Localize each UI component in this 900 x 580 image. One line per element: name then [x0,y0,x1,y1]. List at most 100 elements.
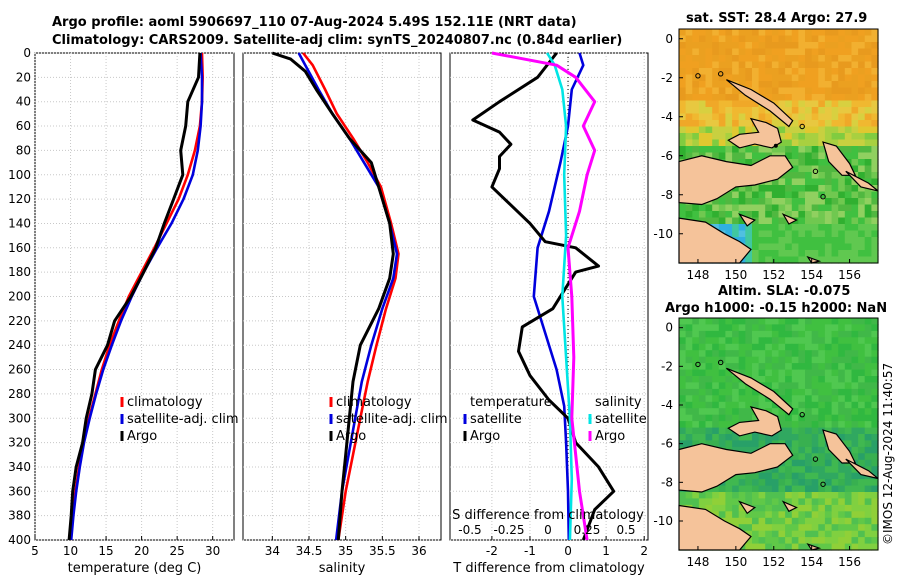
sla_map-cell [818,350,826,358]
diff-salinity-legend-entry: Argo [595,429,625,444]
sla_map-cell [785,511,793,519]
sst_map-cell [844,217,852,225]
sst_map-cell [851,120,859,128]
temperature-legend-entry: satellite-adj. clim [127,412,239,427]
sla_map-cell [785,459,793,467]
sst_map-cell [745,152,753,160]
sla_map-cell [771,492,780,499]
sla_map-cell [725,427,733,435]
sla_map-cell [785,324,793,332]
sst_map-cell [851,191,859,199]
sla_map-cell [838,485,846,493]
sst_map-cell [791,100,799,108]
sst_map-cell [798,120,806,128]
sla_map-cell [752,356,760,364]
sla_map-cell [698,330,707,338]
sla_map-frame [678,317,879,551]
sst_map-cell [712,113,720,121]
sla_map-cell [692,376,700,383]
sst_map-cell [818,237,826,245]
sla_map-cell [798,524,806,532]
sst_map-cell [831,133,839,141]
sla_map-cell [718,401,726,409]
sla_map-cell [811,414,819,422]
sla_map-cell [785,543,793,551]
sla_map-cell [745,530,753,538]
sst_map-cell [805,211,813,219]
sst_map-ytick-label: -8 [661,188,673,202]
sla_map-cell [752,498,760,506]
sla_map-cell [758,337,766,345]
sst_map-cell [725,100,733,108]
sst_map-cell [798,172,806,180]
sst_map-land [738,213,757,227]
sla_map-cell [871,414,879,422]
sst_map-cell [791,230,799,238]
sst_map-cell [811,224,819,232]
sla_map-cell [811,401,819,409]
sst_map-cell [771,146,780,154]
sla_map-cell [798,369,806,377]
sla_map-cell [844,343,852,351]
sst_map-cell [738,48,746,56]
sla_map-cell [778,414,786,422]
sla_map-cell [831,524,839,532]
sla_map-cell [765,472,773,480]
sla_map-cell [685,388,693,396]
sla_map-cell [758,376,766,383]
sst_map-cell [851,87,859,95]
sla_map-cell [718,363,726,371]
sla_map-cell [771,408,780,416]
sst_map-cell [771,113,780,121]
salinity-xtick-label: 34.5 [296,544,323,558]
sst_map-cell [864,256,872,264]
sla_map-cell [758,434,766,441]
sst_map-cell [698,133,707,141]
sla_map-cell [738,401,746,409]
differences-xtick-label: 1 [602,544,610,558]
sst_map-cell [692,48,700,56]
sst_map-cell [798,94,806,102]
sla_map-cell [811,492,819,499]
sst_map-cell [785,250,793,258]
sst_map-cell [692,35,700,43]
sla_map-cell [705,356,713,364]
sla_map-cell [785,492,793,499]
sla_map-cell [871,401,879,409]
sst_map-cell [705,139,713,147]
sst_map-cell [864,48,872,56]
sla_map-xtick-label: 148 [686,555,709,569]
sla_map-cell [791,369,799,377]
sla_map-cell [745,472,753,480]
sla_map-cell [725,517,733,525]
sst_map-cell [791,120,799,128]
sst_map-islet [799,123,805,130]
sst_map-cell [771,35,780,43]
sst_map-cell [838,61,846,69]
sla_map-cell [805,453,813,461]
sla_map-cell [712,427,720,435]
sla_map-cell [778,356,786,364]
sla_map-cell [712,337,720,345]
sst_map-cell [824,204,833,212]
sla_map-cell [778,330,786,338]
sla_map-cell [831,466,839,474]
sst_map-cell [864,35,872,43]
sst_map-cell [838,256,846,264]
sla_map-cell [705,382,713,390]
sla_map-cell [844,485,852,493]
sst_map-cell [844,35,852,43]
sla_map-cell [824,324,833,332]
sst_map-cell [811,146,819,154]
sla_map-cell [811,376,819,383]
sst_map-cell [752,100,760,108]
sst_map-cell [818,224,826,232]
sla_map-cell [698,324,707,332]
sla_map-cell [778,543,786,551]
sla_map-cell [765,504,773,512]
sla_map-cell [824,330,833,338]
sst_map-islet [820,194,826,200]
sla_map-cell [745,446,753,454]
sst_map-cell [705,87,713,95]
sla_map-cell [851,530,859,538]
